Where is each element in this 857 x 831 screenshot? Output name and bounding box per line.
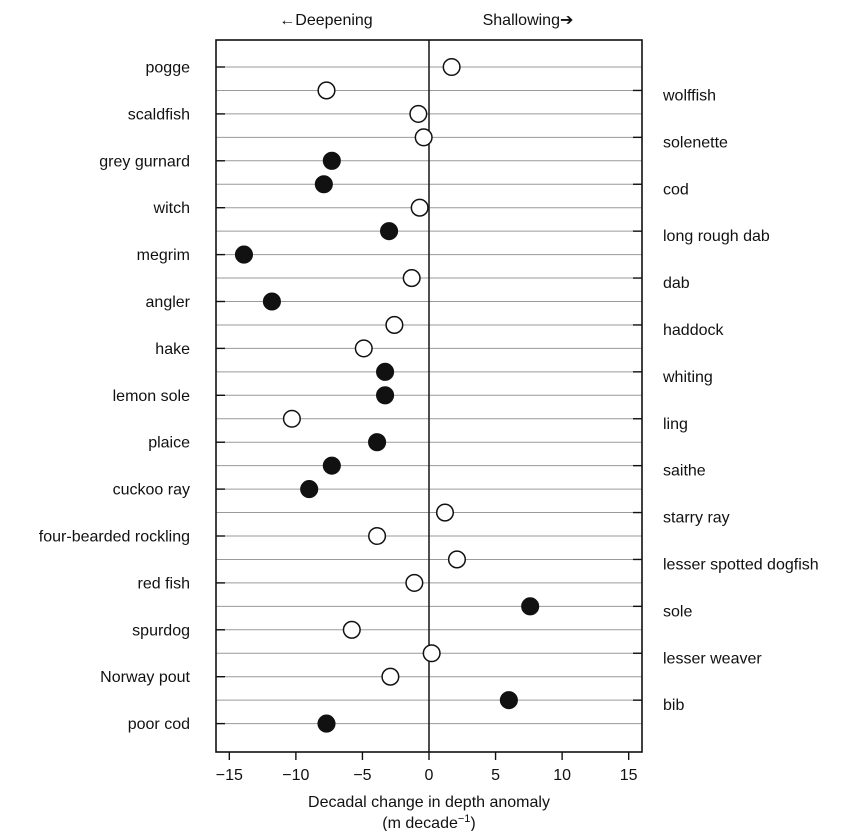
data-point-open — [447, 550, 467, 569]
data-points — [234, 57, 540, 733]
species-label: cod — [663, 181, 689, 198]
x-axis-unit-exponent: −1 — [458, 813, 471, 825]
species-label: hake — [155, 341, 190, 358]
species-label: cuckoo ray — [113, 482, 190, 499]
data-point-filled — [317, 714, 336, 733]
data-point-filled — [376, 386, 395, 405]
species-label: whiting — [662, 369, 713, 386]
shallowing-label: Shallowing➔ — [483, 12, 574, 29]
species-label: wolffish — [662, 87, 716, 104]
x-axis-title: Decadal change in depth anomaly — [308, 794, 550, 811]
data-point-open — [442, 57, 461, 77]
species-labels: pogge wolffish scaldfish solenette grey gurn… — [39, 60, 819, 734]
data-point-open — [282, 409, 301, 428]
species-label: four-bearded rockling — [39, 529, 190, 546]
x-tick-label: −10 — [282, 767, 309, 784]
x-tick-label: 15 — [620, 767, 638, 784]
data-point-open — [422, 644, 441, 663]
data-point-open — [342, 620, 361, 639]
data-point-open — [317, 81, 336, 100]
species-label: Norway pout — [100, 669, 190, 686]
species-label: witch — [153, 200, 190, 217]
species-label: lesser weaver — [663, 650, 762, 667]
species-label: bib — [663, 697, 684, 714]
species-label: lemon sole — [113, 388, 190, 405]
species-label: grey gurnard — [99, 153, 190, 170]
x-tick-label: 0 — [425, 767, 434, 784]
x-axis-ticks: −15 −10 −5 0 5 10 15 — [216, 752, 638, 784]
species-label: haddock — [663, 322, 724, 339]
x-tick-label: −5 — [353, 767, 371, 784]
data-point-filled — [322, 151, 341, 170]
data-point-open — [402, 269, 421, 288]
x-tick-label: 10 — [553, 767, 571, 784]
x-tick-label: 5 — [491, 767, 500, 784]
data-point-open — [385, 315, 404, 335]
species-label: angler — [146, 294, 191, 311]
species-label: long rough dab — [663, 228, 770, 245]
data-point-filled — [314, 175, 333, 194]
data-point-open — [368, 526, 387, 546]
species-label: saithe — [663, 463, 706, 480]
data-point-open — [409, 104, 428, 123]
data-point-filled — [300, 480, 319, 499]
species-label: starry ray — [663, 510, 730, 527]
data-point-open — [410, 198, 429, 217]
species-label: dab — [663, 275, 690, 292]
data-point-filled — [368, 433, 387, 452]
species-label: pogge — [146, 60, 191, 77]
species-label: lesser spotted dogfish — [663, 556, 819, 573]
species-label: scaldfish — [128, 106, 190, 123]
species-label: megrim — [137, 247, 190, 264]
data-point-open — [414, 128, 433, 147]
data-point-filled — [262, 292, 281, 311]
data-point-open — [405, 573, 424, 592]
species-label: spurdog — [132, 622, 190, 639]
data-point-filled — [376, 362, 395, 381]
data-point-open — [354, 339, 373, 358]
data-point-filled — [322, 456, 341, 475]
data-point-open — [435, 503, 455, 522]
x-axis-unit-text: (m decade — [382, 815, 458, 831]
x-axis-unit-close: ) — [470, 815, 475, 831]
data-point-filled — [499, 691, 518, 710]
x-tick-label: −15 — [216, 767, 243, 784]
data-point-filled — [234, 245, 254, 264]
species-label: red fish — [138, 575, 190, 592]
species-label: sole — [663, 603, 692, 620]
deepening-label: ←Deepening — [279, 12, 372, 29]
species-label: solenette — [663, 134, 728, 151]
species-label: ling — [663, 416, 688, 433]
species-label: plaice — [148, 435, 190, 452]
data-point-filled — [380, 222, 399, 241]
data-point-filled — [521, 597, 540, 616]
data-point-open — [381, 667, 400, 686]
x-axis-unit: (m decade−1) — [382, 813, 475, 831]
species-label: poor cod — [128, 716, 190, 733]
